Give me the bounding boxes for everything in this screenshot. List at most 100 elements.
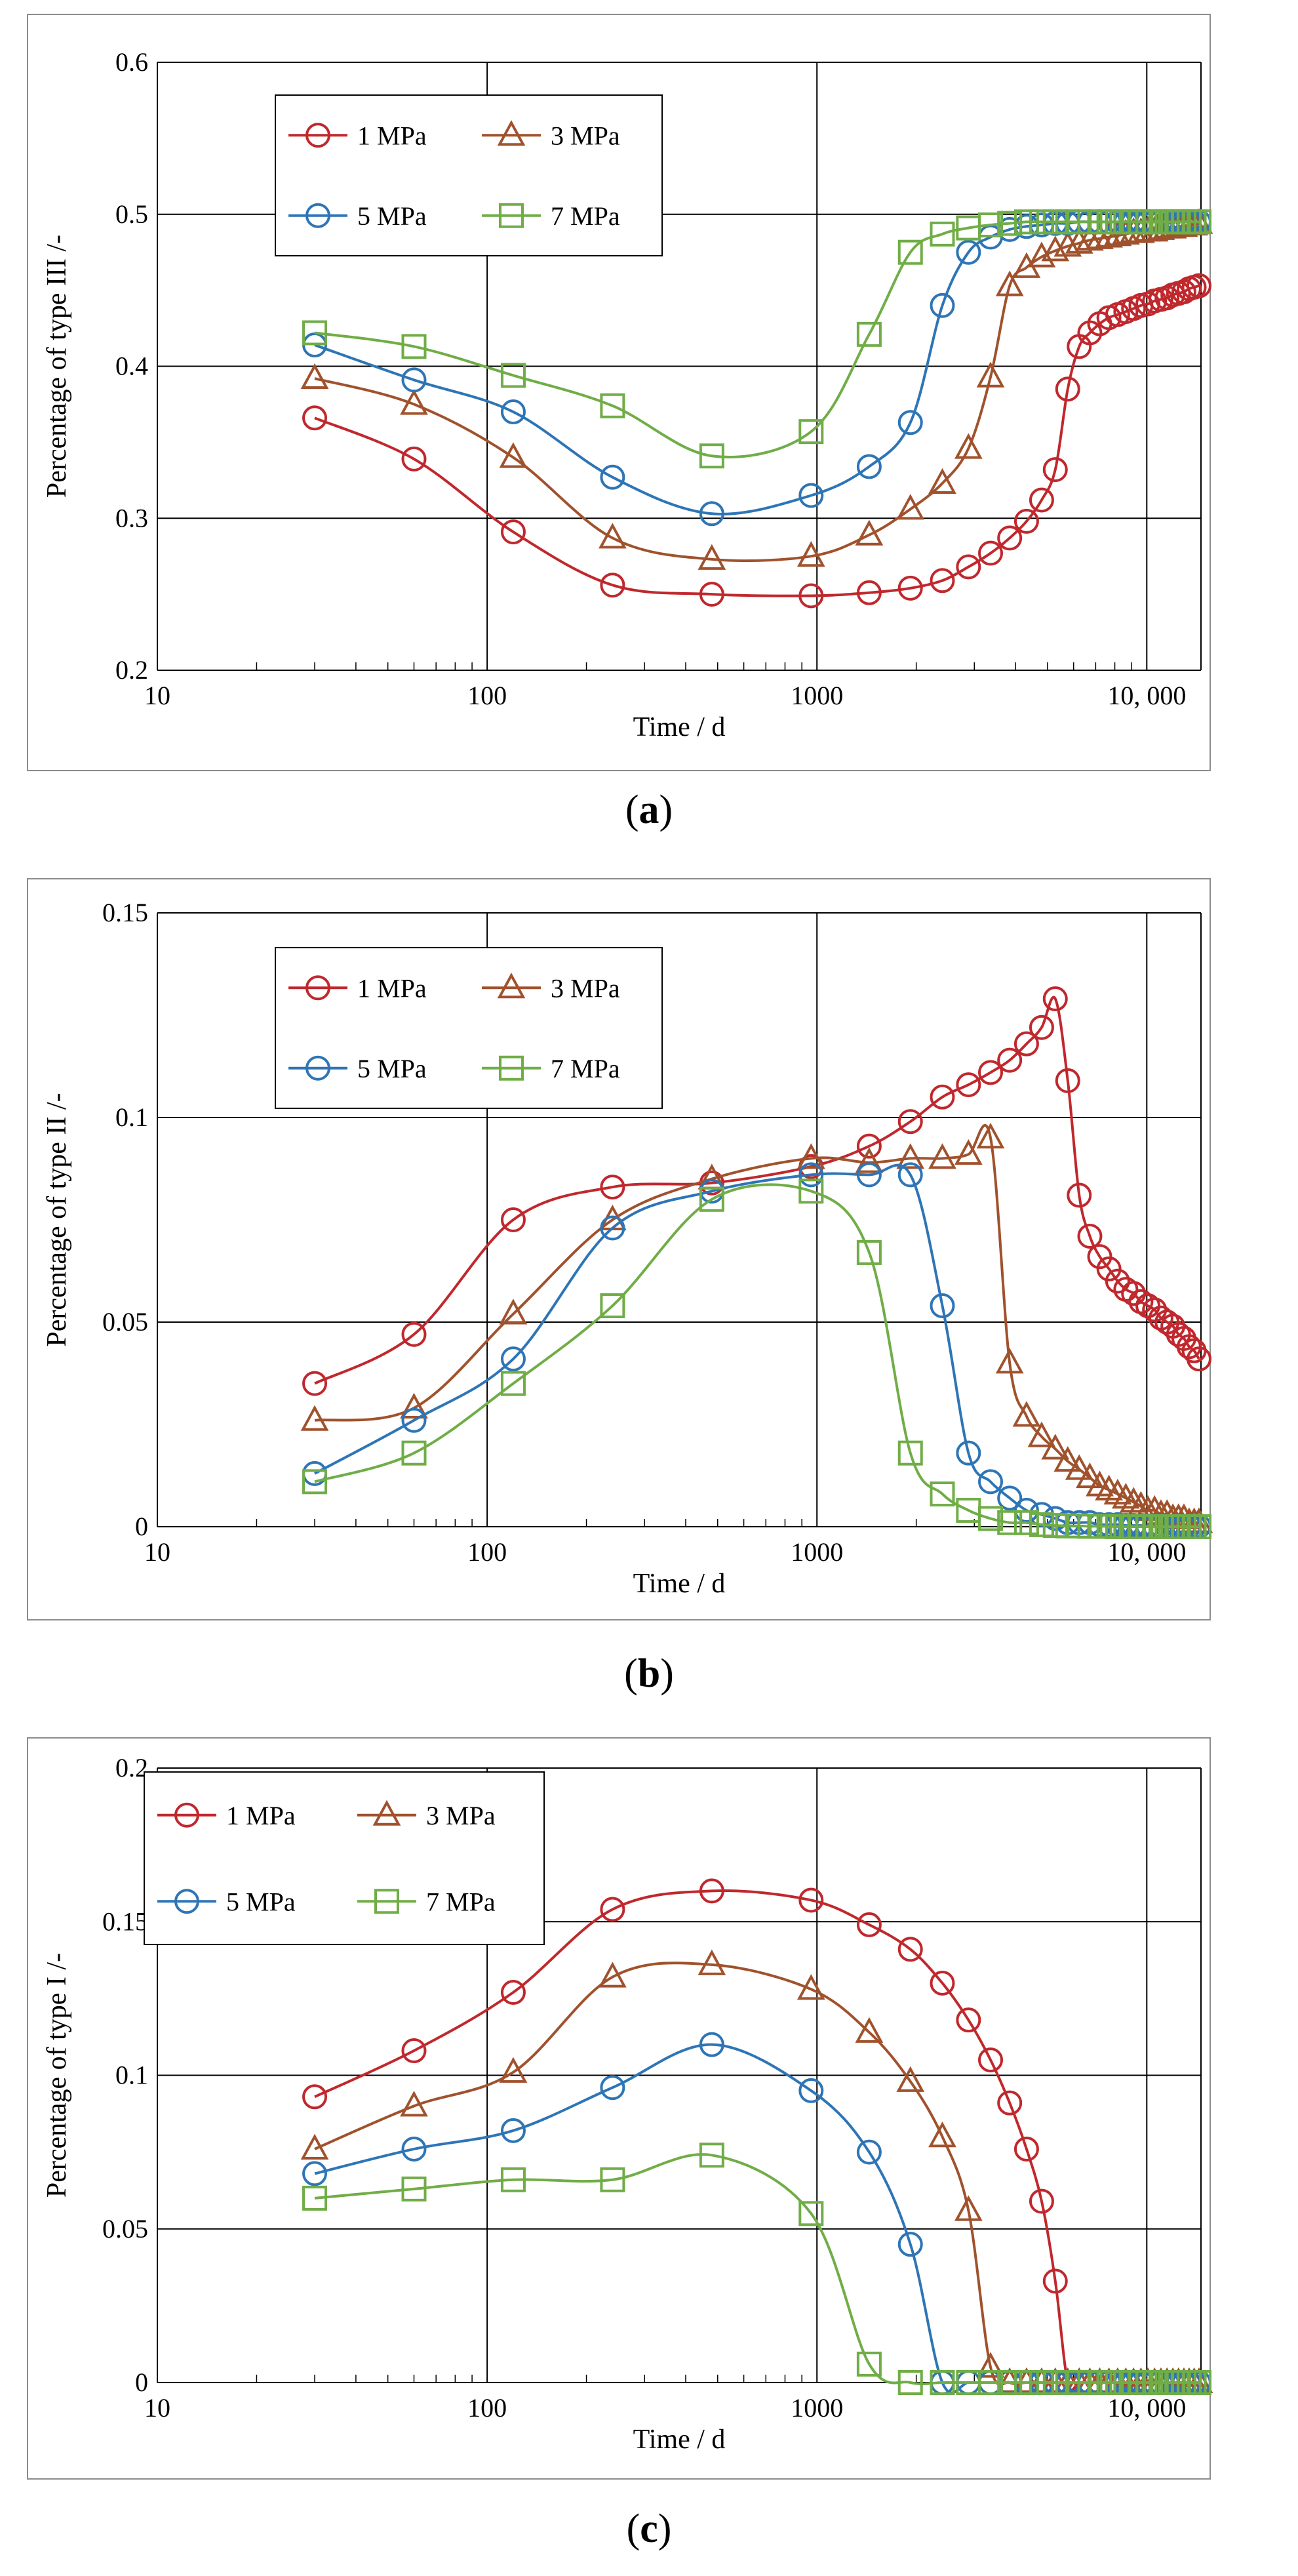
chart-a-data-point (896, 494, 925, 520)
chart-b-data-point (995, 1348, 1024, 1374)
chart-b-data-point (930, 1084, 955, 1110)
chart-b-data-point (500, 1207, 526, 1232)
chart-c-data-point (896, 2066, 925, 2092)
chart-c-data-point (699, 2143, 724, 2168)
chart-c-data-point (856, 2351, 882, 2377)
chart-b-legend-label: 5 MPa (357, 1054, 427, 1083)
chart-a-data-point (997, 211, 1023, 236)
chart-a-data-point (997, 525, 1023, 551)
chart-c-xtick-label: 10 (144, 2393, 170, 2423)
chart-c-data-point (978, 2047, 1004, 2073)
chart-b-data-point (1012, 1401, 1041, 1427)
chart-b-legend-label: 3 MPa (551, 973, 620, 1003)
chart-b-data-point (1013, 1510, 1039, 1535)
chart-b-data-point (897, 1109, 923, 1135)
chart-b-data-point (401, 1321, 427, 1347)
chart-a-data-point (699, 582, 724, 607)
chart-a-data-point (500, 519, 526, 545)
chart-b-xtick-label: 100 (467, 1537, 507, 1567)
chart-a-series-0 (302, 273, 1211, 609)
chart-a-data-point (1029, 209, 1054, 235)
chart-c-data-point (1013, 2370, 1039, 2395)
chart-a-data-point (930, 221, 955, 247)
chart-a-legend-marker (497, 120, 526, 146)
chart-a-legend-label: 5 MPa (357, 201, 427, 231)
chart-c-data-point (928, 2122, 956, 2148)
chart-b-data-point (600, 1215, 625, 1241)
chart-a-xlabel: Time / d (633, 712, 726, 742)
chart-c-data-point (997, 2370, 1023, 2395)
chart-b-data-point (956, 1440, 981, 1466)
chart-a-data-point (954, 433, 983, 459)
chart-a-data-point (1076, 224, 1104, 251)
chart-c-data-point (855, 2017, 884, 2043)
chart-c-legend-label: 3 MPa (426, 1801, 496, 1830)
chart-b-data-point (930, 1481, 955, 1507)
chart-a-data-point (500, 399, 526, 425)
chart-b-data-point (796, 1143, 825, 1169)
chart-b-legend-item: 5 MPa (288, 1054, 427, 1083)
chart-a-data-point (599, 523, 627, 549)
chart-b-data-point (1013, 1031, 1039, 1057)
chart-c-legend-label: 7 MPa (426, 1887, 496, 1916)
chart-a-legend-label: 3 MPa (551, 121, 620, 150)
chart-c-data-point (897, 2370, 923, 2395)
chart-c-data-point (930, 1970, 955, 1996)
chart-c-legend-item: 7 MPa (357, 1887, 496, 1916)
chart-c-data-point (978, 2370, 1004, 2395)
chart-a-data-point (798, 419, 824, 445)
chart-b-data-point (997, 1485, 1023, 1511)
chart-a-data-point (1029, 487, 1054, 513)
chart-b-caption: (b) (624, 1651, 674, 1696)
chart-a-data-point (699, 501, 724, 527)
chart-b-data-point (1140, 1495, 1169, 1521)
chart-c-legend-marker (372, 1800, 401, 1826)
chart-c-data-point (401, 2038, 427, 2064)
chart-a-data-point (1095, 222, 1124, 248)
chart-b-legend-marker (305, 975, 330, 1001)
chart-c-ytick-label: 0.05 (102, 2214, 148, 2244)
chart-a-series-3 (302, 209, 1211, 469)
chart-a-panel: 0.2 0.3 0.4 0.5 0.6 10 100 1000 10, 000 Time / d P… (27, 14, 1213, 832)
chart-b-data-point (798, 1178, 824, 1204)
chart-b-series-line (314, 996, 1200, 1385)
chart-a-data-point (600, 573, 625, 598)
chart-b-data-point (1053, 1445, 1082, 1472)
chart-c-data-point (401, 2136, 427, 2162)
chart-a-data-point (1041, 235, 1070, 262)
chart-c-data-point (600, 2075, 625, 2101)
chart-c-data-point (500, 2118, 526, 2143)
chart-a-data-point (1013, 508, 1039, 534)
chart-b-data-point (1121, 1281, 1147, 1306)
chart-c-data-point (954, 2195, 983, 2221)
chart-c-data-point (798, 2078, 824, 2103)
chart-a-data-point (1086, 223, 1114, 249)
chart-b-data-point (300, 1405, 329, 1431)
chart-a-legend-item: 7 MPa (482, 201, 620, 231)
chart-c-data-point (798, 2201, 824, 2226)
chart-b-data-point (930, 1293, 955, 1319)
chart-a-data-point (400, 389, 428, 415)
chart-a-data-point (978, 540, 1004, 566)
chart-c-data-point (897, 2232, 923, 2257)
chart-a-data-point (401, 334, 427, 359)
chart-c-data-point (302, 2161, 328, 2186)
chart-b-legend-marker (305, 1055, 330, 1081)
chart-a-legend-marker (305, 203, 330, 228)
chart-a-xtick-label: 100 (467, 681, 507, 710)
chart-a-legend-item: 1 MPa (288, 121, 427, 150)
chart-c-caption: (c) (627, 2506, 672, 2551)
chart-a-data-point (798, 583, 824, 609)
chart-a-data-point (1053, 231, 1082, 257)
chart-c-data-point (1029, 2370, 1054, 2395)
chart-b-legend-marker (497, 973, 526, 999)
chart-a-data-point (956, 554, 981, 580)
chart-a-data-point (1042, 457, 1068, 483)
chart-b-data-point (1041, 1434, 1070, 1460)
chart-c-xtick-label: 100 (467, 2393, 507, 2423)
chart-c-legend-item: 1 MPa (157, 1801, 296, 1830)
chart-c-ytick-label: 0.1 (115, 2061, 148, 2090)
chart-b-ytick-label: 0.05 (102, 1307, 148, 1337)
chart-b-data-point (856, 1162, 882, 1188)
chart-b-legend-label: 7 MPa (551, 1054, 620, 1083)
